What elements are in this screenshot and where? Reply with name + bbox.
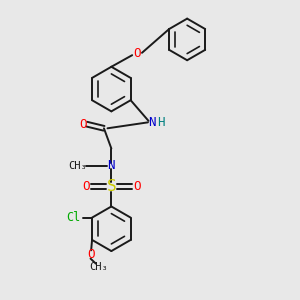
Text: S: S [106,179,116,194]
Text: Cl: Cl [67,211,81,224]
Text: O: O [87,248,94,261]
Text: O: O [133,47,140,60]
Text: H: H [158,116,165,129]
Text: N: N [108,159,115,172]
Text: O: O [82,180,90,193]
Text: O: O [133,180,140,193]
Text: O: O [80,118,87,130]
Text: CH₃: CH₃ [68,161,87,171]
Text: CH₃: CH₃ [89,262,108,272]
Text: N: N [148,116,155,129]
